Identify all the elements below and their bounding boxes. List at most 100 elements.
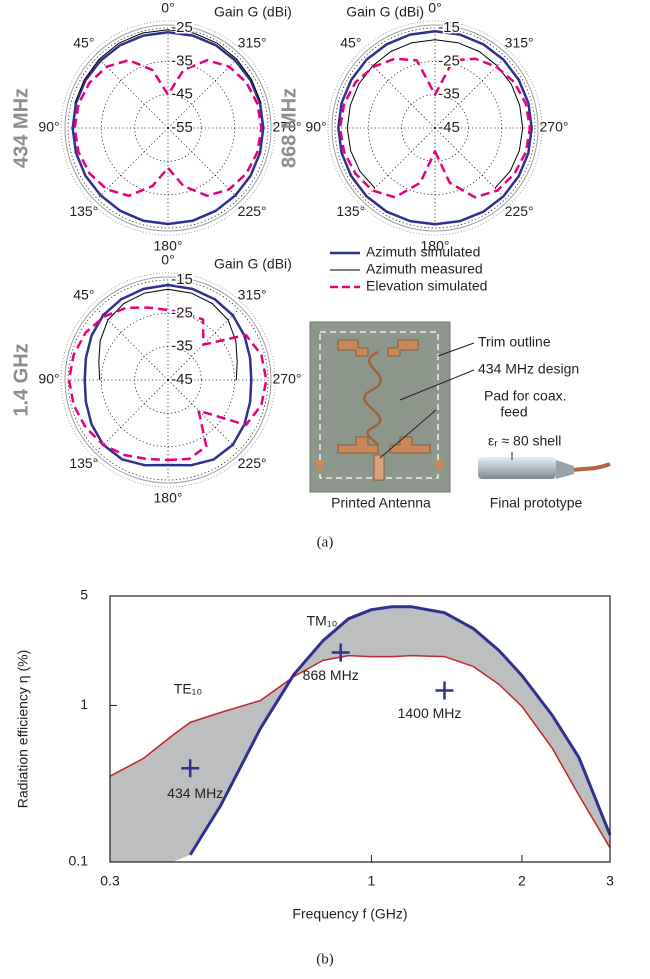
grid-spoke <box>364 57 436 129</box>
r-tick-label: -15 <box>171 271 193 288</box>
r-tick-label: -25 <box>171 19 193 36</box>
x-tick-label: 0.3 <box>100 873 120 889</box>
grid-spoke <box>167 379 239 451</box>
theta-tick-label: 45° <box>73 287 94 303</box>
theta-tick-label: 45° <box>73 35 94 51</box>
theta-tick-label: 270° <box>273 119 302 135</box>
theta-tick-label: 180° <box>154 490 183 506</box>
grid-spoke <box>364 127 436 199</box>
marker-label: 1400 MHz <box>398 705 462 721</box>
r-tick-label: -35 <box>438 86 460 103</box>
grid-spoke <box>167 127 239 199</box>
legend-label: Azimuth measured <box>366 261 483 277</box>
grid-spoke <box>434 127 506 199</box>
r-tick-label: -15 <box>438 19 460 36</box>
outer-ring <box>331 24 539 232</box>
theta-tick-label: 225° <box>505 203 534 219</box>
x-axis-label: Frequency f (GHz) <box>292 906 407 922</box>
r-tick-label: -45 <box>171 371 193 388</box>
theta-tick-label: 0° <box>161 252 174 268</box>
polar-line <box>337 30 533 226</box>
legend-label: Elevation simulated <box>366 278 487 294</box>
subfigure-caption: (a) <box>317 534 334 550</box>
r-tick-label: -45 <box>171 86 193 103</box>
polar-line <box>338 57 532 199</box>
r-tick-label: -35 <box>171 52 193 69</box>
photo-label: feed <box>500 404 527 420</box>
theta-tick-label: 225° <box>238 455 267 471</box>
mode-label: TM₁₀ <box>307 613 338 629</box>
x-tick-label: 2 <box>518 873 526 889</box>
outer-ring <box>60 20 276 236</box>
r-tick-label: -25 <box>171 304 193 321</box>
polar-line <box>67 306 268 462</box>
theta-tick-label: 180° <box>154 238 183 254</box>
marker-label: 434 MHz <box>167 785 223 801</box>
x-tick-label: 3 <box>606 873 614 889</box>
photo-caption: Printed Antenna <box>331 495 431 511</box>
plot-frame <box>109 595 611 863</box>
polar-line <box>73 58 263 198</box>
antenna-photo <box>309 321 451 493</box>
chart-title: 434 MHz <box>10 88 32 168</box>
r-tick-label: -55 <box>171 119 193 136</box>
theta-tick-label: 90° <box>38 371 59 387</box>
outer-ring <box>60 272 276 488</box>
photo-label: 434 MHz design <box>478 361 579 377</box>
r-axis-label: Gain G (dBi) <box>214 4 292 20</box>
legend-label: Azimuth simulated <box>366 244 480 260</box>
efficiency-line <box>109 654 611 849</box>
theta-tick-label: 45° <box>340 35 361 51</box>
theta-tick-label: 225° <box>238 203 267 219</box>
photo-label: εᵣ ≈ 80 shell <box>488 433 561 449</box>
theta-tick-label: 270° <box>273 371 302 387</box>
r-tick-label: -25 <box>438 52 460 69</box>
prototype-photo <box>478 457 611 479</box>
photo-label: Pad for coax. <box>484 388 567 404</box>
r-tick-label: -45 <box>438 119 460 136</box>
grid-spoke <box>97 379 169 451</box>
grid-spoke <box>97 57 169 129</box>
chart-title: 868 MHz <box>278 88 300 168</box>
theta-tick-label: 315° <box>238 287 267 303</box>
theta-tick-label: 315° <box>238 35 267 51</box>
shaded-region <box>110 606 610 862</box>
r-axis-label: Gain G (dBi) <box>214 256 292 272</box>
r-tick-label: -35 <box>171 338 193 355</box>
y-axis-label: Radiation efficiency η (%) <box>15 650 31 808</box>
theta-tick-label: 180° <box>421 238 450 254</box>
y-tick-label: 1 <box>80 696 88 712</box>
polar-line <box>346 39 524 189</box>
theta-tick-label: 135° <box>69 455 98 471</box>
chart-title: 1.4 GHz <box>10 343 32 416</box>
photo-caption: Final prototype <box>490 495 583 511</box>
theta-tick-label: 0° <box>161 0 174 16</box>
y-tick-label: 0.1 <box>69 853 89 869</box>
theta-tick-label: 0° <box>428 0 441 16</box>
polar-line <box>71 31 265 226</box>
grid-spoke <box>97 127 169 199</box>
photo-label: Trim outline <box>478 334 551 350</box>
y-tick-label: 5 <box>80 587 88 603</box>
outer-ring <box>64 276 272 484</box>
mode-label: TE₁₀ <box>174 681 203 697</box>
measured-marker <box>331 643 350 662</box>
measured-marker <box>435 681 454 700</box>
r-axis-label: Gain G (dBi) <box>346 4 424 20</box>
efficiency-line <box>188 605 612 856</box>
theta-tick-label: 315° <box>505 35 534 51</box>
theta-tick-label: 135° <box>336 203 365 219</box>
outer-ring <box>327 20 543 236</box>
outer-ring <box>64 24 272 232</box>
theta-tick-label: 135° <box>69 203 98 219</box>
subfigure-caption: (b) <box>316 951 334 967</box>
theta-tick-label: 90° <box>305 119 326 135</box>
polar-line <box>74 29 262 104</box>
measured-marker <box>181 759 200 778</box>
polar-line <box>98 288 238 381</box>
theta-tick-label: 270° <box>540 119 569 135</box>
marker-label: 868 MHz <box>303 667 359 683</box>
leader-lines <box>379 342 513 460</box>
